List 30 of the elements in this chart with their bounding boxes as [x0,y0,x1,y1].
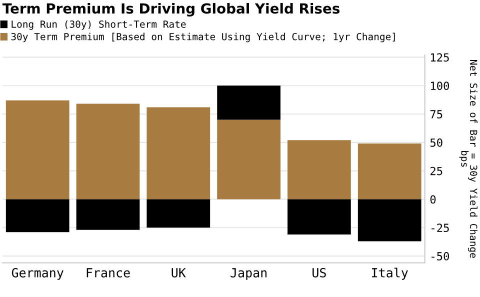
y-tick-label: 75 [430,110,442,118]
y-tick-label: 100 [430,82,450,90]
bar [217,86,280,120]
bar [146,199,210,228]
legend-label: 30y Term Premium [Based on Estimate Using Yield Curve; 1yr Change] [11,32,395,42]
bar [76,199,140,230]
bar [146,107,210,200]
bar [6,199,70,232]
bar [288,140,351,200]
bar [358,144,422,200]
y-tick-label: -50 [432,252,450,260]
y-tick-label: 0 [430,195,436,204]
bar [76,104,140,200]
y-tick-label: -25 [432,224,449,232]
x-tick-label: Japan [230,268,267,280]
x-tick-label: Germany [12,268,64,280]
bar [6,100,70,200]
y-tick-label: 125 [430,53,449,62]
x-tick-label: UK [172,268,186,278]
x-tick-label: Italy [372,268,408,280]
bar [288,199,351,234]
bar [217,120,280,200]
x-tick-label: US [312,268,326,278]
x-tick-label: France [86,268,130,278]
legend-label: Long Run (30y) Short-Term Rate [12,20,186,30]
bar [358,199,422,242]
y-tick-label: 25 [430,166,442,176]
y-axis-title: Net Size of Bar = 30y Yield Change bps [459,60,478,258]
y-tick-label: 50 [430,138,442,147]
chart-title: Term Premium Is Driving Global Yield Rises [2,2,340,17]
